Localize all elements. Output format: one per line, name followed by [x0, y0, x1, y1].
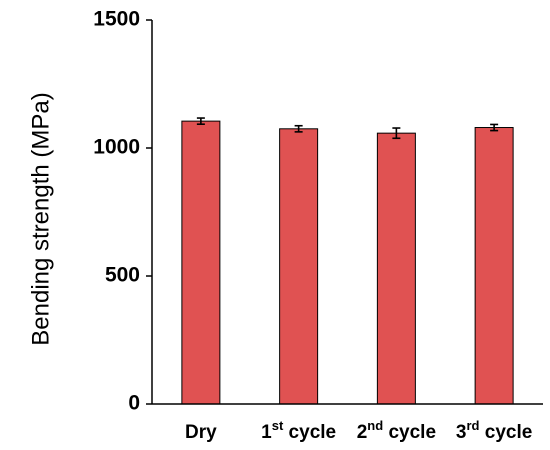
- category-label: Dry: [185, 422, 217, 443]
- y-tick-label: 1000: [93, 136, 140, 159]
- category-label: 3rd cycle: [456, 418, 532, 443]
- bar: [181, 120, 221, 405]
- bar: [474, 127, 514, 405]
- y-tick-label: 500: [105, 264, 140, 287]
- category-label: 1st cycle: [261, 418, 336, 443]
- x-axis-labels: Dry 1st cycle 2nd cycle 3rd cycle: [185, 418, 532, 443]
- bar: [279, 128, 319, 405]
- bar: [376, 132, 416, 405]
- y-axis-title: Bending strength (MPa): [27, 92, 54, 345]
- error-bars: [196, 117, 499, 140]
- error-bar: [196, 117, 205, 125]
- y-tick-label: 0: [128, 392, 140, 415]
- category-label: 2nd cycle: [357, 418, 436, 443]
- axes: [151, 20, 543, 405]
- bars: [181, 120, 514, 405]
- error-bar: [294, 124, 303, 133]
- y-axis-ticks: 0 500 1000 1500: [93, 8, 152, 415]
- y-tick-label: 1500: [93, 8, 140, 31]
- error-bar: [392, 127, 401, 140]
- error-bar: [490, 123, 499, 132]
